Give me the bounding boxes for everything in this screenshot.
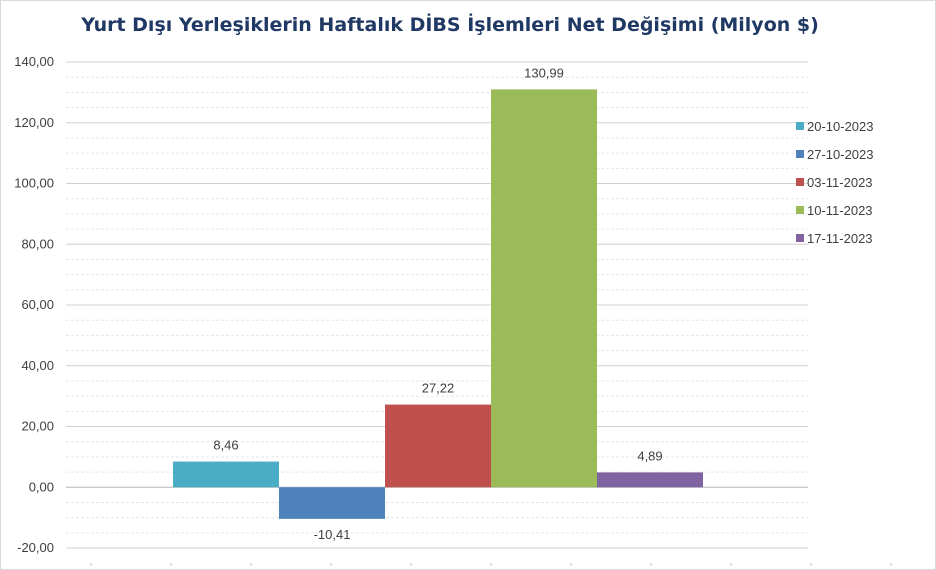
data-label: 8,46 [213,438,238,453]
y-tick-label: 100,00 [14,176,54,191]
legend-label: 20-10-2023 [807,119,874,134]
data-label: 130,99 [524,65,564,80]
legend-label: 03-11-2023 [807,175,873,190]
bar-17-11-2023 [597,472,703,488]
bar-10-11-2023 [491,89,597,488]
bar-27-10-2023 [279,487,385,519]
y-tick-label: 0,00 [29,479,54,494]
bars [173,89,703,519]
y-tick-label: 140,00 [14,54,54,69]
legend-label: 10-11-2023 [807,203,873,218]
legend-label: 27-10-2023 [807,147,874,162]
y-axis-ticks: -20,00 0,00 20,00 40,00 60,00 80,00 100,00 120,… [14,54,54,555]
bar-20-10-2023 [173,461,279,488]
legend-swatch [796,234,804,242]
y-tick-label: 60,00 [21,297,54,312]
y-tick-label: 120,00 [14,115,54,130]
gridlines [66,61,892,566]
legend-swatch [796,150,804,158]
bar-03-11-2023 [385,404,491,488]
data-label: 4,89 [637,448,662,463]
data-label: -10,41 [314,527,351,542]
legend-swatch [796,178,804,186]
data-label: 27,22 [422,381,455,396]
y-tick-label: 80,00 [21,236,54,251]
data-labels: 8,46 -10,41 27,22 130,99 4,89 [213,65,662,542]
legend-swatch [796,122,804,130]
legend-swatch [796,206,804,214]
y-tick-label: 40,00 [21,358,54,373]
legend-label: 17-11-2023 [807,231,873,246]
y-tick-label: -20,00 [17,540,54,555]
chart-title: Yurt Dışı Yerleşiklerin Haftalık DİBS İş… [81,14,819,36]
y-tick-label: 20,00 [21,419,54,434]
legend: 20-10-2023 27-10-2023 03-11-2023 10-11-2023… [796,119,874,246]
